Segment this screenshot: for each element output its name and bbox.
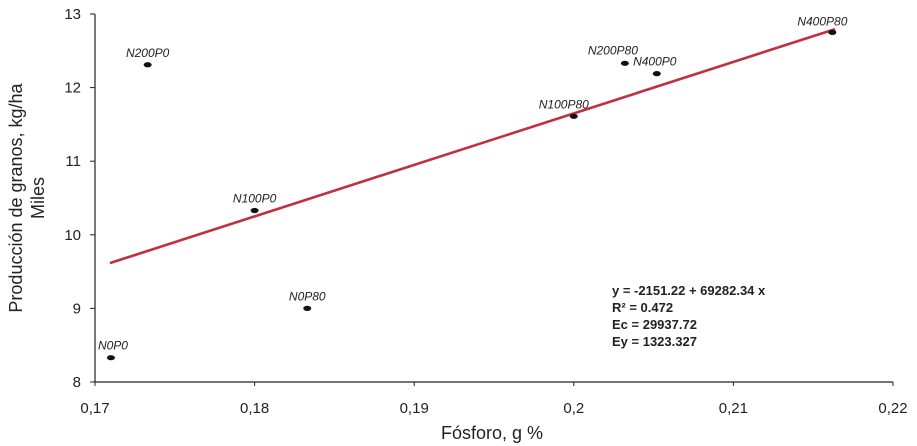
stats-line: R² = 0.472 <box>612 300 673 315</box>
stats-line: Ec = 29937.72 <box>612 317 697 332</box>
x-tick-label: 0,2 <box>563 400 584 417</box>
point-label: N0P0 <box>98 339 128 353</box>
data-point <box>303 305 312 311</box>
point-label: N400P0 <box>633 55 677 69</box>
stats-line: y = -2151.22 + 69282.34 x <box>612 283 766 298</box>
data-point <box>620 60 629 66</box>
point-label: N100P0 <box>233 192 277 206</box>
point-label: N200P0 <box>126 46 170 60</box>
data-point <box>250 207 259 214</box>
y-axis-unit: Miles <box>28 177 48 219</box>
y-axis-ticks: 8 9 10 11 12 13 <box>64 6 95 391</box>
data-point <box>143 62 152 68</box>
trendline <box>109 28 836 265</box>
y-tick-label: 9 <box>73 300 81 317</box>
y-tick-label: 10 <box>64 227 81 244</box>
stats-box: y = -2151.22 + 69282.34 x R² = 0.472 Ec = … <box>612 283 766 349</box>
axes <box>94 14 893 383</box>
data-point <box>569 113 578 119</box>
x-tick-label: 0,17 <box>80 400 109 417</box>
stats-line: Ey = 1323.327 <box>612 334 697 349</box>
trendline-group <box>109 28 836 265</box>
points-group: N0P0N200P0N100P0N0P80N100P80N200P80N400P… <box>98 14 848 361</box>
x-axis-ticks: 0,17 0,18 0,19 0,2 0,21 0,22 <box>80 382 908 417</box>
x-tick-label: 0,21 <box>719 400 748 417</box>
data-point <box>652 71 661 77</box>
y-tick-label: 12 <box>64 80 81 97</box>
y-tick-label: 11 <box>65 153 81 170</box>
x-tick-label: 0,22 <box>878 400 907 417</box>
x-tick-label: 0,18 <box>240 400 269 417</box>
point-label: N100P80 <box>539 97 589 111</box>
point-label: N200P80 <box>588 43 638 57</box>
x-tick-label: 0,19 <box>400 400 429 417</box>
point-label: N400P80 <box>797 14 847 28</box>
data-point <box>106 355 115 361</box>
y-axis-title: Producción de granos, kg/ha <box>6 82 26 312</box>
x-axis-title: Fósforo, g % <box>441 423 543 443</box>
point-label: N0P80 <box>289 289 326 303</box>
y-tick-label: 13 <box>64 6 81 23</box>
y-tick-label: 8 <box>73 374 81 391</box>
data-point <box>828 29 837 35</box>
